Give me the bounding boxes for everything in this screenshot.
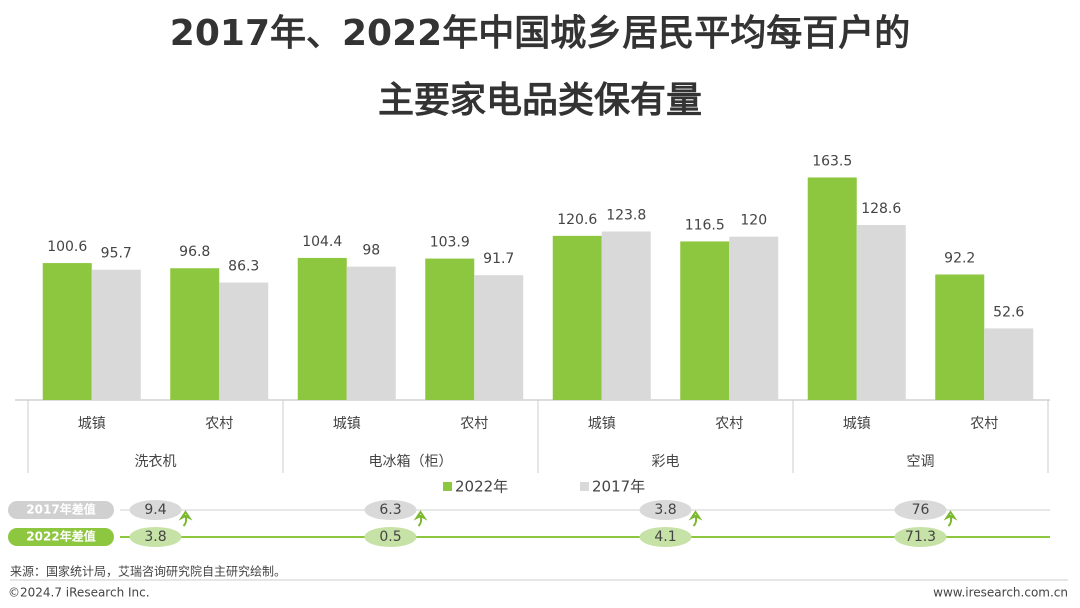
diff-oval xyxy=(129,500,182,520)
bar xyxy=(856,224,906,400)
bar xyxy=(346,266,396,400)
data-label: 52.6 xyxy=(993,304,1024,320)
chart-title: 主要家电品类保有量 xyxy=(378,80,702,121)
group-label: 洗衣机 xyxy=(135,454,177,470)
bar xyxy=(680,241,730,400)
data-label: 91.7 xyxy=(483,251,514,267)
bar xyxy=(984,328,1034,400)
group-label: 彩电 xyxy=(652,454,680,470)
website: www.iresearch.com.cn xyxy=(933,586,1068,600)
bar xyxy=(425,258,475,400)
diff-value: 3.8 xyxy=(144,529,166,545)
data-label: 120.6 xyxy=(557,212,597,228)
diff-oval xyxy=(639,527,692,547)
legend-swatch xyxy=(443,482,452,491)
diff-value: 9.4 xyxy=(144,502,166,518)
bar xyxy=(297,257,347,400)
data-label: 86.3 xyxy=(228,259,259,275)
bar xyxy=(729,236,779,400)
bar xyxy=(170,268,220,400)
diff-oval xyxy=(894,500,947,520)
data-label: 123.8 xyxy=(606,207,646,223)
diff-value: 3.8 xyxy=(654,502,676,518)
diff-value: 76 xyxy=(912,502,930,518)
bar xyxy=(807,177,857,400)
data-label: 103.9 xyxy=(430,235,470,251)
diff-oval xyxy=(639,500,692,520)
diff-arrow xyxy=(178,510,193,527)
diff-row-label-bg xyxy=(8,501,114,519)
data-label: 163.5 xyxy=(812,153,852,169)
diff-row-label: 2017年差值 xyxy=(26,502,95,517)
bar xyxy=(474,275,524,400)
legend-label: 2017年 xyxy=(592,478,645,496)
data-label: 104.4 xyxy=(302,234,342,250)
data-label: 116.5 xyxy=(685,217,725,233)
diff-oval xyxy=(894,527,947,547)
diff-row-label: 2022年差值 xyxy=(26,529,95,544)
bar xyxy=(219,282,269,400)
copyright: ©2024.7 iResearch Inc. xyxy=(8,586,150,600)
chart-title: 2017年、2022年中国城乡居民平均每百户的 xyxy=(170,13,910,54)
diff-arrow xyxy=(943,510,958,527)
x-tick-label: 城镇 xyxy=(843,416,871,432)
diff-value: 6.3 xyxy=(379,502,401,518)
x-tick-label: 农村 xyxy=(715,416,743,432)
diff-oval xyxy=(364,500,417,520)
legend-swatch xyxy=(580,482,589,491)
data-label: 96.8 xyxy=(179,244,210,260)
diff-oval xyxy=(364,527,417,547)
bar xyxy=(552,235,602,400)
diff-row-label-bg xyxy=(8,528,114,546)
data-label: 128.6 xyxy=(861,201,901,217)
x-tick-label: 城镇 xyxy=(333,416,361,432)
legend-label: 2022年 xyxy=(455,478,508,496)
bar xyxy=(601,231,651,400)
bar xyxy=(935,274,985,400)
diff-oval xyxy=(129,527,182,547)
data-label: 98 xyxy=(362,243,380,259)
x-tick-label: 城镇 xyxy=(78,416,106,432)
data-label: 100.6 xyxy=(47,239,87,255)
x-tick-label: 农村 xyxy=(460,416,488,432)
diff-arrow xyxy=(688,510,703,527)
group-label: 电冰箱（柜） xyxy=(369,454,453,470)
data-label: 92.2 xyxy=(944,251,975,267)
bar xyxy=(91,269,141,400)
group-label: 空调 xyxy=(907,454,935,470)
x-tick-label: 农村 xyxy=(205,416,233,432)
diff-value: 4.1 xyxy=(654,529,676,545)
source: 来源：国家统计局，艾瑞咨询研究院自主研究绘制。 xyxy=(10,564,286,579)
x-tick-label: 城镇 xyxy=(588,416,616,432)
diff-arrow xyxy=(413,510,428,527)
bar xyxy=(42,263,92,400)
diff-value: 71.3 xyxy=(905,529,936,545)
x-tick-label: 农村 xyxy=(970,416,998,432)
data-label: 95.7 xyxy=(101,246,132,262)
data-label: 120 xyxy=(740,213,767,229)
diff-value: 0.5 xyxy=(379,529,401,545)
